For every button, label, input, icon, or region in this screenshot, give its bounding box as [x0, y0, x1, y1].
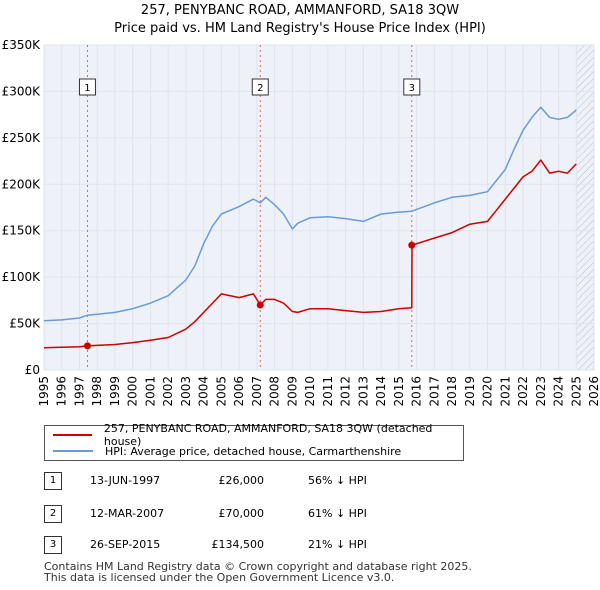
- sale-price: £134,500: [211, 538, 265, 551]
- x-tick-label: 2004: [197, 376, 211, 407]
- x-tick-label: 2018: [445, 376, 459, 407]
- y-tick-label: £0: [25, 363, 40, 377]
- x-tick-label: 2023: [534, 376, 548, 407]
- x-tick-label: 2008: [268, 376, 282, 407]
- sale-hpi-diff: 61% ↓ HPI: [308, 507, 367, 520]
- x-tick-label: 2013: [356, 376, 370, 407]
- x-tick-label: 2007: [250, 376, 264, 407]
- sale-label-number: 1: [84, 83, 90, 94]
- chart-title: 257, PENYBANC ROAD, AMMANFORD, SA18 3QW …: [0, 2, 600, 38]
- legend-hpi-swatch: [53, 450, 93, 452]
- y-tick-label: £200K: [2, 177, 42, 191]
- x-tick-label: 2005: [214, 376, 228, 407]
- y-tick-label: £50K: [9, 317, 41, 331]
- legend-item-property: 257, PENYBANC ROAD, AMMANFORD, SA18 3QW …: [53, 422, 463, 448]
- x-tick-label: 2003: [179, 376, 193, 407]
- x-tick-label: 2009: [285, 376, 299, 407]
- sale-date: 12-MAR-2007: [90, 507, 165, 520]
- x-tick-label: 2026: [587, 376, 600, 407]
- legend-hpi-label: HPI: Average price, detached house, Carm…: [105, 444, 402, 458]
- legend-item-hpi: HPI: Average price, detached house, Carm…: [53, 443, 401, 459]
- x-tick-label: 2022: [516, 376, 530, 407]
- x-tick-label: 1998: [90, 376, 104, 407]
- sale-label-box: [251, 78, 269, 96]
- title-line-1: 257, PENYBANC ROAD, AMMANFORD, SA18 3QW: [140, 3, 460, 18]
- x-tick-label: 2006: [232, 376, 246, 407]
- legend: 257, PENYBANC ROAD, AMMANFORD, SA18 3QW …: [44, 422, 464, 461]
- x-tick-label: 2015: [392, 376, 406, 407]
- x-tick-label: 2002: [161, 376, 175, 407]
- sale-label-number: 3: [409, 83, 415, 94]
- sale-point: [83, 342, 91, 350]
- sale-price: £26,000: [218, 474, 265, 487]
- x-tick-label: 2017: [427, 376, 441, 407]
- hpi-line: [43, 106, 577, 322]
- legend-property-label: 257, PENYBANC ROAD, AMMANFORD, SA18 3QW …: [103, 422, 433, 448]
- y-tick-label: £250K: [2, 131, 42, 145]
- sale-point: [408, 241, 416, 249]
- sale-point: [256, 301, 264, 309]
- x-tick-label: 2021: [498, 376, 512, 407]
- y-tick-label: £300K: [2, 84, 42, 98]
- sale-number-badge: 1: [44, 472, 62, 490]
- x-tick-label: 1996: [55, 376, 69, 407]
- x-tick-label: 2020: [481, 376, 495, 407]
- property-price-line: [43, 159, 577, 349]
- sale-number-badge: 2: [44, 505, 62, 523]
- price-chart: £0 £50K £100K £150K £200K £250K £300K £350K 1995…: [2, 38, 600, 407]
- x-tick-label: 1995: [37, 376, 51, 407]
- x-tick-label: 2014: [374, 376, 388, 407]
- y-tick-label: £350K: [2, 38, 42, 52]
- x-tick-label: 2016: [410, 376, 424, 407]
- footer-line-2: This data is licensed under the Open Gov…: [44, 571, 395, 584]
- sale-hpi-diff: 21% ↓ HPI: [308, 538, 367, 551]
- y-tick-label: £150K: [2, 224, 42, 238]
- sale-date: 13-JUN-1997: [90, 474, 161, 487]
- sale-row-1: 1 13-JUN-1997 £26,000 56% ↓ HPI: [44, 472, 464, 492]
- x-tick-label: 2024: [552, 376, 566, 407]
- x-tick-label: 2001: [143, 376, 157, 407]
- sale-price: £70,000: [218, 507, 265, 520]
- sale-row-2: 2 12-MAR-2007 £70,000 61% ↓ HPI: [44, 505, 464, 525]
- forecast-hatch: [576, 45, 594, 370]
- x-tick-label: 1997: [72, 376, 86, 407]
- sale-label-number: 2: [257, 83, 263, 94]
- sale-label-box: [78, 78, 96, 96]
- footer-line-1: Contains HM Land Registry data © Crown c…: [44, 560, 472, 573]
- sale-hpi-diff: 56% ↓ HPI: [308, 474, 367, 487]
- sale-label-box: [403, 78, 421, 96]
- legend-property-swatch: [53, 434, 92, 436]
- sale-date: 26-SEP-2015: [90, 538, 161, 551]
- x-tick-label: 2011: [321, 376, 335, 407]
- x-tick-label: 1999: [108, 376, 122, 407]
- x-tick-label: 2010: [303, 376, 317, 407]
- footer-attribution: Contains HM Land Registry data © Crown c…: [44, 561, 472, 583]
- x-tick-label: 2000: [126, 376, 140, 407]
- sale-number-badge: 3: [44, 536, 62, 554]
- sale-row-3: 3 26-SEP-2015 £134,500 21% ↓ HPI: [44, 536, 464, 556]
- x-tick-label: 2019: [463, 376, 477, 407]
- plot-area: [44, 45, 594, 370]
- x-tick-label: 2012: [339, 376, 353, 407]
- x-tick-label: 2025: [569, 376, 583, 407]
- title-line-2: Price paid vs. HM Land Registry's House …: [114, 21, 486, 36]
- y-tick-label: £100K: [2, 270, 42, 284]
